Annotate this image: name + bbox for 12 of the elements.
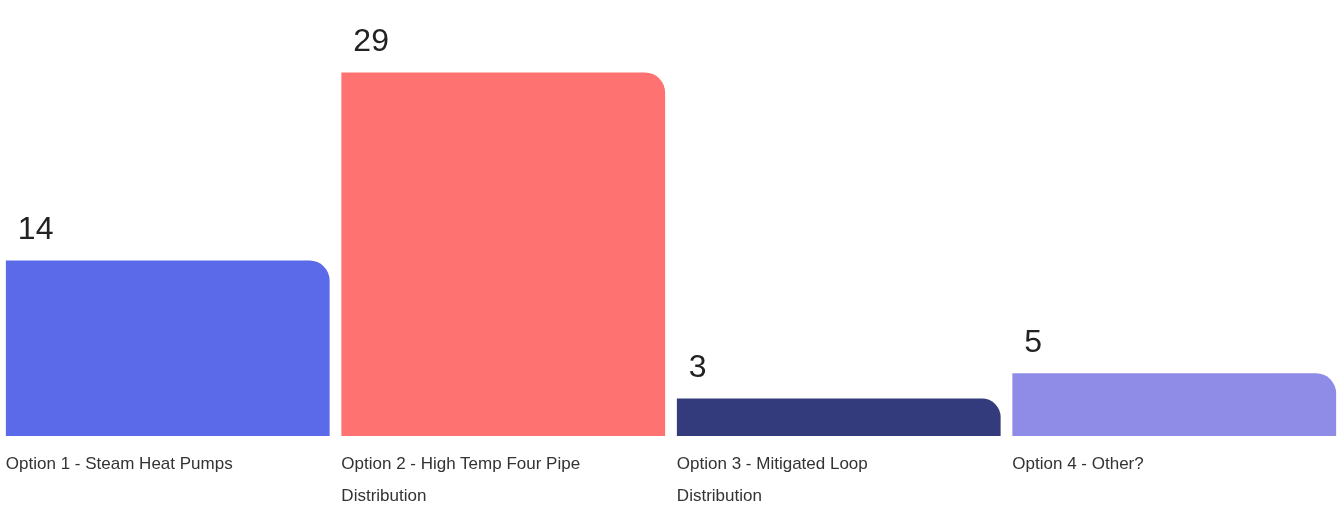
data-label: 5 bbox=[1024, 323, 1043, 360]
x-tick-label: Option 2 - High Temp Four Pipe Distribution bbox=[341, 454, 581, 506]
data-label: 3 bbox=[688, 348, 707, 385]
bar bbox=[5, 260, 330, 436]
bar bbox=[341, 72, 666, 436]
data-label: 14 bbox=[17, 210, 54, 247]
bar bbox=[1012, 373, 1337, 436]
x-tick-label: Option 1 - Steam Heat Pumps bbox=[5, 454, 233, 474]
x-tick-label: Option 4 - Other? bbox=[1012, 454, 1144, 474]
x-tick-label: Option 3 - Mitigated Loop Distribution bbox=[676, 454, 868, 506]
bar bbox=[676, 398, 1001, 436]
data-label: 29 bbox=[353, 22, 389, 59]
